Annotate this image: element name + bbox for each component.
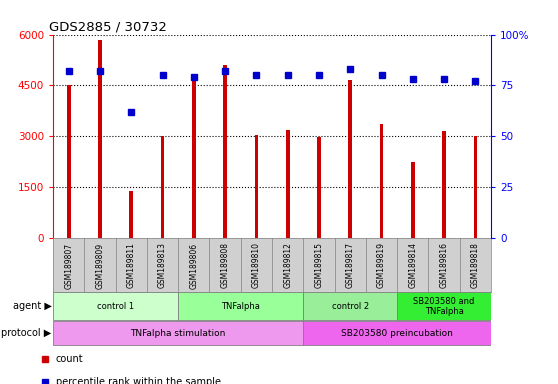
- Bar: [317, 137, 321, 238]
- Bar: [192, 79, 196, 238]
- Text: agent ▶: agent ▶: [13, 301, 51, 311]
- Text: GSM189816: GSM189816: [440, 242, 449, 288]
- Bar: [348, 80, 352, 238]
- Bar: [178, 293, 304, 320]
- Text: GSM189810: GSM189810: [252, 242, 261, 288]
- Text: GSM189813: GSM189813: [158, 242, 167, 288]
- Bar: [254, 135, 258, 238]
- Bar: [442, 131, 446, 238]
- Bar: [286, 129, 290, 238]
- Text: GSM189809: GSM189809: [95, 242, 104, 288]
- Text: GSM189808: GSM189808: [220, 242, 229, 288]
- Text: count: count: [56, 354, 84, 364]
- Bar: [304, 321, 491, 345]
- Text: TNFalpha stimulation: TNFalpha stimulation: [131, 329, 226, 338]
- Text: SB203580 preincubation: SB203580 preincubation: [341, 329, 453, 338]
- Bar: [67, 86, 70, 238]
- Bar: [129, 191, 133, 238]
- Text: protocol ▶: protocol ▶: [1, 328, 51, 338]
- Bar: [223, 65, 227, 238]
- Text: GDS2885 / 30732: GDS2885 / 30732: [49, 20, 166, 33]
- Text: GSM189806: GSM189806: [189, 242, 198, 288]
- Text: GSM189812: GSM189812: [283, 242, 292, 288]
- Bar: [397, 293, 491, 320]
- Text: GSM189814: GSM189814: [408, 242, 417, 288]
- Text: SB203580 and
TNFalpha: SB203580 and TNFalpha: [413, 296, 475, 316]
- Bar: [474, 136, 477, 238]
- Bar: [411, 162, 415, 238]
- Text: control 2: control 2: [331, 302, 369, 311]
- Text: GSM189815: GSM189815: [315, 242, 324, 288]
- Bar: [53, 321, 304, 345]
- Text: GSM189811: GSM189811: [127, 242, 136, 288]
- Text: GSM189819: GSM189819: [377, 242, 386, 288]
- Bar: [161, 136, 165, 238]
- Text: GSM189817: GSM189817: [346, 242, 355, 288]
- Text: GSM189807: GSM189807: [64, 242, 73, 288]
- Text: GSM189818: GSM189818: [471, 242, 480, 288]
- Bar: [53, 293, 178, 320]
- Bar: [379, 124, 383, 238]
- Text: percentile rank within the sample: percentile rank within the sample: [56, 377, 221, 384]
- Bar: [304, 293, 397, 320]
- Bar: [98, 40, 102, 238]
- Text: TNFalpha: TNFalpha: [222, 302, 260, 311]
- Text: control 1: control 1: [97, 302, 134, 311]
